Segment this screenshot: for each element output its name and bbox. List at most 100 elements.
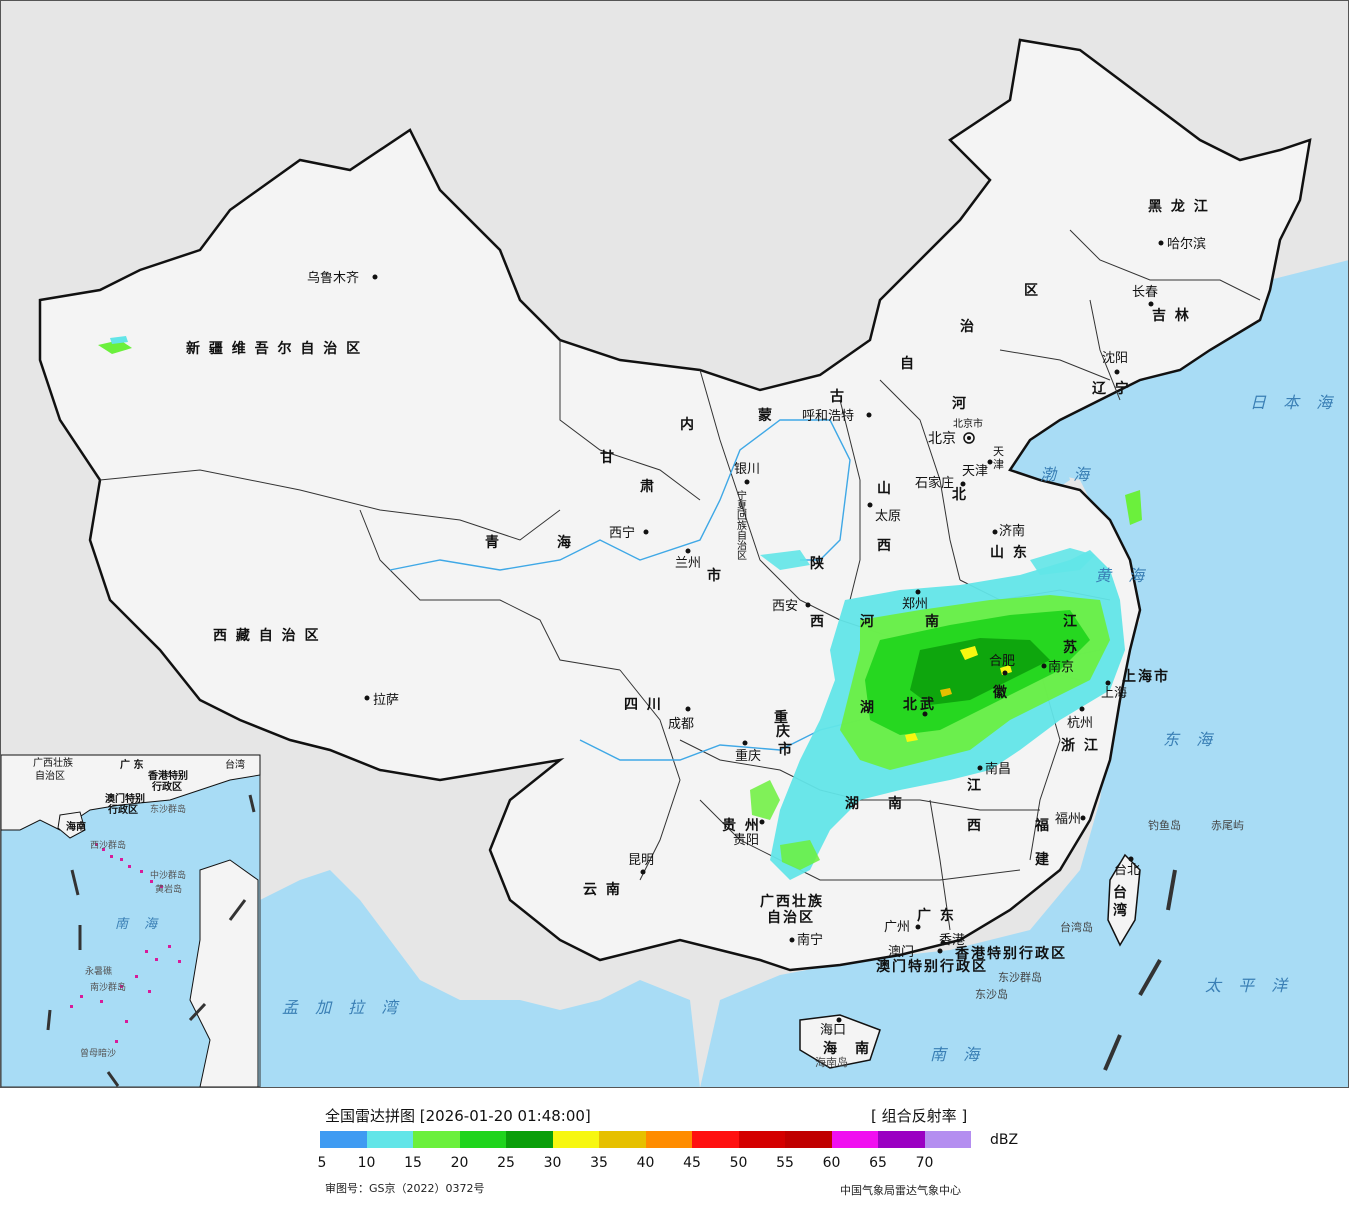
label-guizhou: 贵 州 bbox=[722, 817, 761, 834]
sea-south-china: 南 海 bbox=[930, 1045, 985, 1064]
ocean-east bbox=[700, 260, 1349, 1088]
label-neimenggu-4: 自 bbox=[900, 355, 916, 372]
label-neimenggu-5: 治 bbox=[960, 318, 976, 335]
legend-product: [ 组合反射率 ] bbox=[871, 1107, 968, 1125]
inset-label-yongshu: 永暑礁 bbox=[85, 965, 112, 977]
city-hangzhou: 杭州 bbox=[1067, 716, 1093, 731]
label-tianjin-2: 津 bbox=[993, 458, 1004, 471]
label-liaoning: 辽 宁 bbox=[1092, 380, 1131, 397]
island-dongsha-dao: 东沙岛 bbox=[975, 987, 1008, 1001]
legend-swatch bbox=[878, 1131, 925, 1148]
inset-label-guangxi: 广西壮族 bbox=[33, 756, 73, 769]
label-ningxia: 宁夏回族自治区 bbox=[735, 489, 747, 560]
city-beijing: 北京 bbox=[928, 431, 956, 447]
inset-label-hk2: 行政区 bbox=[151, 780, 182, 793]
label-shanghai: 上海市 bbox=[1122, 668, 1170, 685]
city-xining: 西宁 bbox=[609, 525, 635, 541]
label-shandong: 山 东 bbox=[990, 544, 1029, 561]
city-shijiazhuang: 石家庄 bbox=[915, 475, 954, 491]
label-guangxi-1: 广西壮族 bbox=[760, 893, 824, 910]
label-hainan-2: 南 bbox=[855, 1040, 871, 1057]
label-hunan-1: 湖 bbox=[845, 796, 861, 812]
sea-pacific: 太 平 洋 bbox=[1205, 976, 1293, 995]
city-labels: 乌鲁木齐 拉萨 西宁 兰州 银川 呼和浩特 哈尔滨 长春 沈阳 北京 天津 石家… bbox=[307, 236, 1206, 1038]
inset-label-nanhai: 南 海 bbox=[115, 917, 163, 932]
city-changchun: 长春 bbox=[1132, 285, 1158, 300]
label-hubei-2: 北 bbox=[903, 697, 919, 713]
radar-echoes bbox=[98, 336, 1142, 880]
sea-japan: 日 本 海 bbox=[1250, 393, 1338, 412]
legend-tick-label: 70 bbox=[915, 1155, 934, 1171]
label-xizang: 西 藏 自 治 区 bbox=[213, 627, 321, 644]
city-lanzhou: 兰州 bbox=[675, 556, 701, 571]
sea-bengal: 孟 加 拉 湾 bbox=[282, 998, 403, 1017]
label-henan-2: 南 bbox=[925, 613, 941, 630]
legend-tick-label: 10 bbox=[357, 1155, 376, 1171]
city-jinan: 济南 bbox=[999, 523, 1025, 539]
city-hohhot: 呼和浩特 bbox=[802, 409, 854, 424]
inset-label-guangxi2: 自治区 bbox=[35, 769, 65, 782]
legend-tick-label: 35 bbox=[590, 1155, 608, 1171]
label-jiangsu-2: 苏 bbox=[1063, 639, 1079, 656]
city-lhasa: 拉萨 bbox=[373, 693, 399, 708]
label-hebei-2: 北 bbox=[952, 487, 968, 503]
city-haikou: 海口 bbox=[820, 1023, 846, 1038]
label-chongqing-3: 市 bbox=[778, 741, 794, 758]
city-chengdu: 成都 bbox=[668, 717, 694, 732]
legend-tick-label: 65 bbox=[869, 1155, 887, 1171]
label-gansu-2: 肃 bbox=[640, 478, 656, 495]
label-shaanxi-2: 西 bbox=[810, 614, 826, 630]
label-jiangxi-2: 西 bbox=[967, 818, 983, 834]
label-taiwan-2: 湾 bbox=[1113, 902, 1129, 919]
city-zhengzhou: 郑州 bbox=[902, 597, 928, 612]
city-taiyuan: 太原 bbox=[875, 509, 901, 524]
label-shaanxi-1: 陕 bbox=[810, 555, 826, 572]
radar-map: 新 疆 维 吾 尔 自 治 区 西 藏 自 治 区 青 海 甘 肃 内 蒙 古 … bbox=[0, 0, 1349, 1088]
label-tianjin-1: 天 bbox=[993, 445, 1004, 458]
radar-legend: 全国雷达拼图 [2026-01-20 01:48:00] [ 组合反射率 ] d… bbox=[0, 1088, 1349, 1208]
boundary-dashes bbox=[1103, 869, 1177, 1071]
legend-swatch bbox=[692, 1131, 739, 1148]
inset-label-macau2: 行政区 bbox=[107, 803, 138, 816]
legend-swatch bbox=[552, 1131, 599, 1148]
legend-tick-label: 30 bbox=[543, 1155, 562, 1171]
label-hunan-2: 南 bbox=[888, 795, 904, 812]
label-hainan-1: 海 bbox=[823, 1040, 839, 1057]
city-nanning: 南宁 bbox=[797, 932, 823, 948]
city-kunming: 昆明 bbox=[628, 853, 654, 868]
label-jiangsu-1: 江 bbox=[1063, 613, 1079, 630]
label-hebei-1: 河 bbox=[952, 395, 968, 412]
label-yunnan: 云 南 bbox=[583, 881, 622, 898]
city-wuhan: 武 bbox=[920, 696, 934, 713]
label-fujian-2: 建 bbox=[1035, 851, 1051, 868]
island-diaoyu: 钓鱼岛 bbox=[1148, 818, 1181, 832]
label-shanxi-2: 西 bbox=[877, 538, 893, 554]
inset-label-hk: 香港特别 bbox=[148, 769, 188, 782]
legend-swatch bbox=[831, 1131, 878, 1148]
inset-label-huangyan: 黄岩岛 bbox=[155, 883, 182, 895]
label-chongqing-1: 重 bbox=[774, 709, 790, 726]
province-labels: 新 疆 维 吾 尔 自 治 区 西 藏 自 治 区 青 海 甘 肃 内 蒙 古 … bbox=[186, 198, 1208, 1057]
city-tianjin: 天津 bbox=[962, 464, 988, 479]
legend-tick-label: 50 bbox=[729, 1155, 748, 1171]
city-yinchuan: 银川 bbox=[734, 462, 760, 477]
inset-label-xisha: 西沙群岛 bbox=[90, 839, 126, 851]
legend-tick-label: 25 bbox=[497, 1155, 515, 1171]
label-chongqing-2: 庆 bbox=[776, 723, 792, 740]
legend-tick-label: 55 bbox=[776, 1155, 794, 1171]
label-jilin: 吉 林 bbox=[1152, 307, 1191, 324]
legend-tick-label: 5 bbox=[317, 1155, 327, 1171]
city-xianggang: 香港 bbox=[939, 933, 965, 948]
city-chongqing: 重庆 bbox=[735, 748, 761, 764]
city-fuzhou: 福州 bbox=[1055, 812, 1081, 827]
label-jiangxi-1: 江 bbox=[967, 777, 983, 794]
label-sichuan: 四 川 bbox=[624, 697, 663, 713]
legend-tick-label: 45 bbox=[683, 1155, 701, 1171]
sea-bohai: 渤 海 bbox=[1040, 465, 1095, 484]
label-neimenggu-2: 蒙 bbox=[758, 407, 774, 424]
label-taiwan-1: 台 bbox=[1113, 884, 1129, 901]
label-qinghai-2: 海 bbox=[557, 534, 573, 551]
city-taibei: 台北 bbox=[1114, 863, 1140, 878]
sea-east-china: 东 海 bbox=[1163, 730, 1218, 749]
legend-swatch bbox=[599, 1131, 646, 1148]
